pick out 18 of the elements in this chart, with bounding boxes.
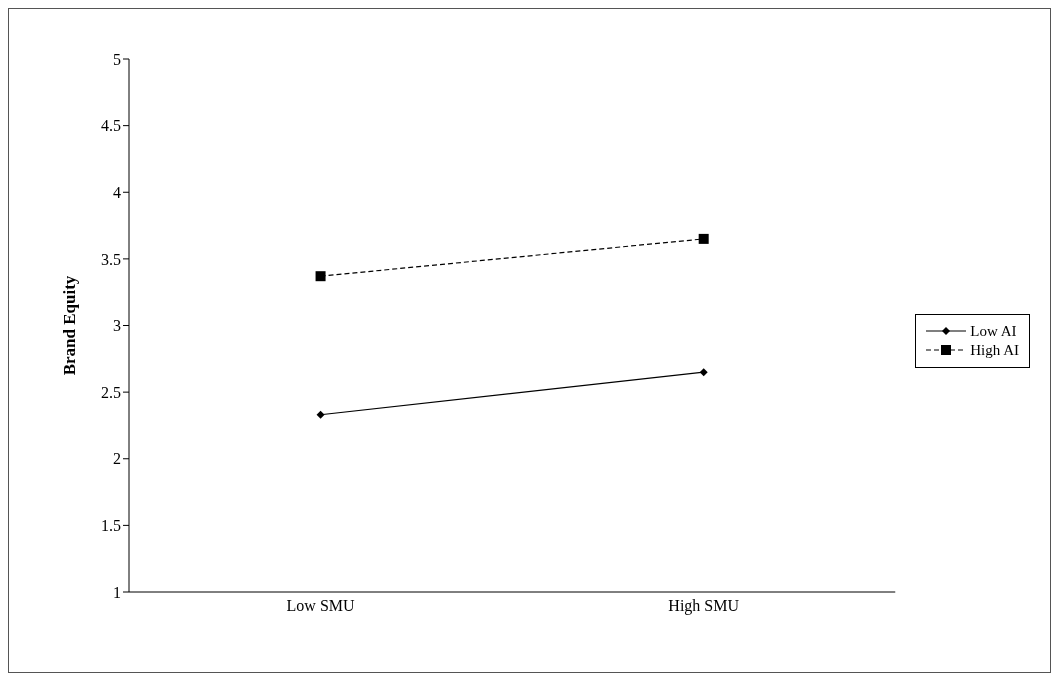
point <box>316 410 325 419</box>
y-tick-label: 3 <box>113 317 121 335</box>
y-tick-label: 1.5 <box>101 517 121 535</box>
point <box>699 368 708 377</box>
legend-label: Low AI <box>970 322 1017 340</box>
y-axis-title: Brand Equity <box>60 275 80 376</box>
y-tick-label: 3.5 <box>101 250 121 268</box>
y-tick-label: 5 <box>113 50 121 68</box>
x-tick-label: Low SMU <box>286 597 356 615</box>
y-tick-label: 4 <box>113 183 121 201</box>
x-tick-label: High SMU <box>668 597 740 616</box>
y-tick-label: 1 <box>113 583 121 601</box>
y-tick-label: 2 <box>113 450 121 468</box>
point <box>315 271 326 282</box>
y-tick-label: 2.5 <box>101 383 121 401</box>
legend-label: High AI <box>970 341 1019 359</box>
point <box>698 233 709 244</box>
y-tick-label: 4.5 <box>101 117 121 135</box>
